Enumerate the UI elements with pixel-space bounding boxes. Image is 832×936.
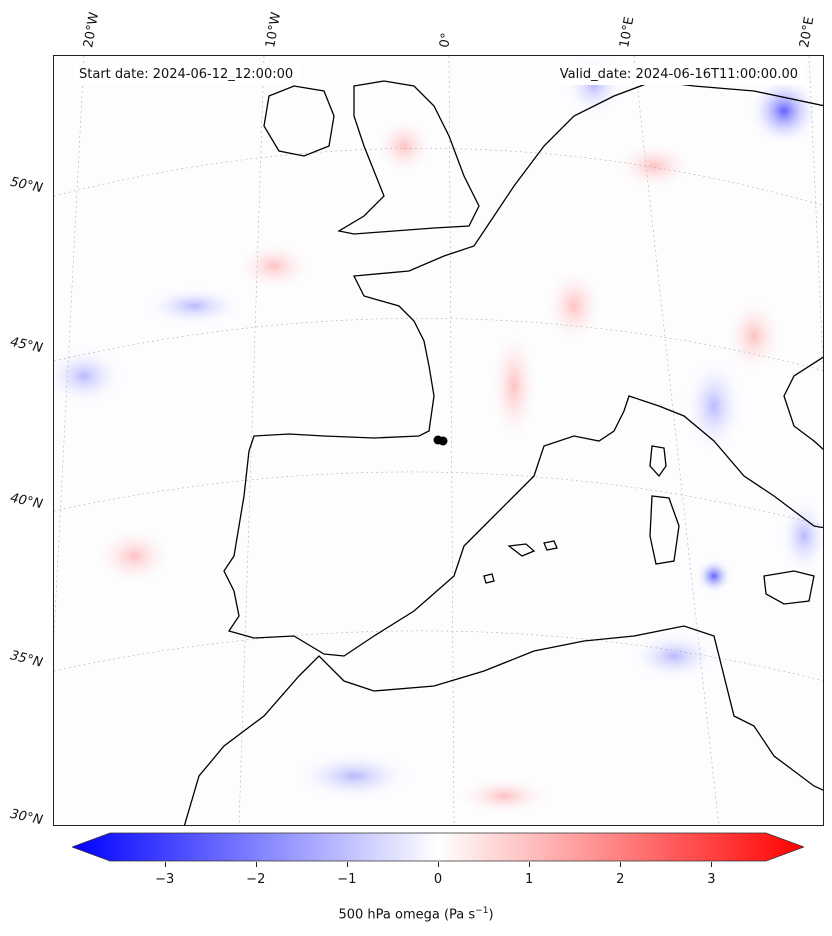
colorbar-tick-label: 2 xyxy=(616,872,625,887)
omega-field xyxy=(54,56,823,816)
colorbar-label: 500 hPa omega (Pa s−1) xyxy=(338,906,494,923)
lat-label-35n: 35°N xyxy=(8,648,45,671)
colorbar-tick xyxy=(346,862,348,867)
colorbar-ticks: −3 −2 −1 0 1 2 3 xyxy=(72,862,804,888)
colorbar-tick-label: −1 xyxy=(337,872,357,887)
map-svg xyxy=(54,56,823,825)
coastlines xyxy=(183,80,823,825)
lon-label-0: 0° xyxy=(437,31,455,49)
black-dot-location-marker xyxy=(433,435,448,446)
colorbar-svg xyxy=(70,832,806,862)
lon-label-20w: 20°W xyxy=(81,11,103,50)
colorbar-tick-label: 0 xyxy=(433,872,443,887)
colorbar-tick xyxy=(438,862,439,867)
map-panel xyxy=(53,55,824,826)
lon-label-20e: 20°E xyxy=(797,15,818,49)
colorbar-gradient xyxy=(70,832,806,862)
lat-label-45n: 45°N xyxy=(8,334,44,357)
lat-label-30n: 30°N xyxy=(8,806,44,829)
colorbar-tick-label: −2 xyxy=(246,872,266,887)
colorbar-tick xyxy=(711,862,713,867)
colorbar-tick xyxy=(255,862,257,867)
lon-label-10e: 10°E xyxy=(617,15,638,49)
lon-label-10w: 10°W xyxy=(263,11,285,50)
lat-label-50n: 50°N xyxy=(8,174,44,197)
colorbar-tick xyxy=(620,862,622,867)
valid-date-label: Valid_date: 2024-06-16T11:00:00.00 xyxy=(553,65,804,85)
colorbar-tick-label: 1 xyxy=(524,872,534,887)
colorbar-tick-label: 3 xyxy=(707,872,716,887)
colorbar-tick xyxy=(529,862,531,867)
colorbar-tick xyxy=(164,862,166,867)
colorbar-tick-label: −3 xyxy=(155,872,175,887)
lat-label-40n: 40°N xyxy=(8,490,44,513)
start-date-label: Start date: 2024-06-12_12:00:00 xyxy=(73,65,300,85)
colorbar xyxy=(70,832,806,862)
